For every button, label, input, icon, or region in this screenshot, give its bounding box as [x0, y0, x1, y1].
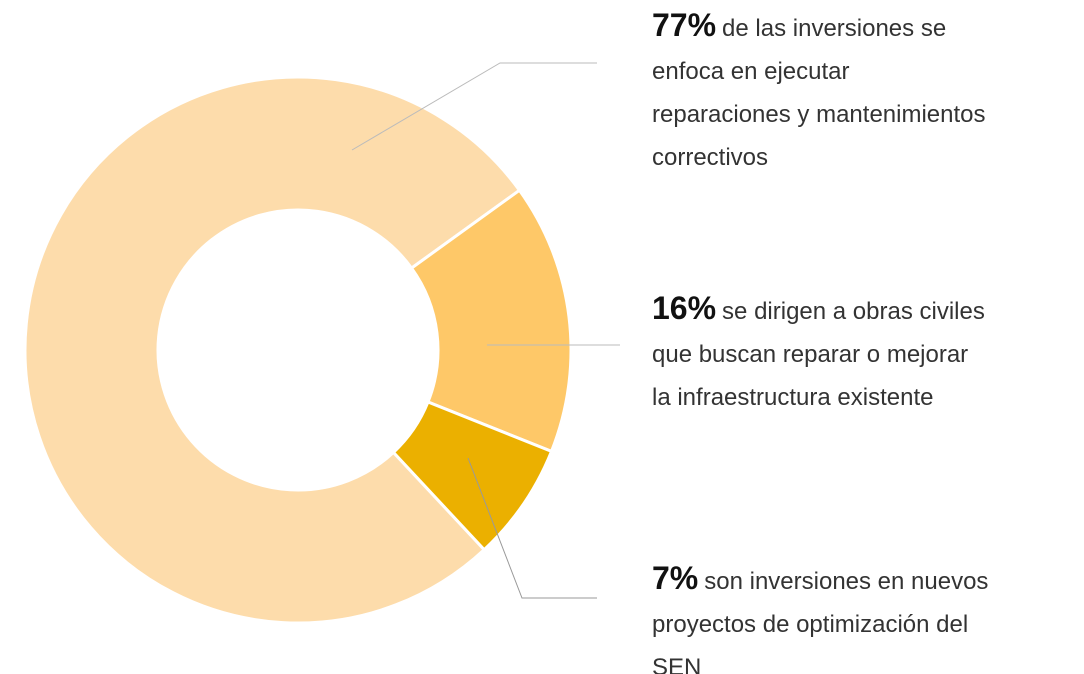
description: son inversiones en nuevos proyectos de o… — [652, 568, 989, 674]
value-label: 77% — [652, 7, 717, 43]
value-label: 7% — [652, 560, 699, 596]
donut-slice — [409, 188, 573, 454]
donut-slice — [23, 75, 522, 625]
annotation: 7% son inversiones en nuevos proyectos de… — [652, 557, 1082, 674]
value-label: 16% — [652, 290, 717, 326]
leader-line — [467, 457, 597, 599]
annotation: 16% se dirigen a obras civiles que buscan… — [652, 287, 1082, 419]
annotation: 77% de las inversiones se enfoca en ejecu… — [652, 4, 1082, 179]
description: de las inversiones se enfoca en ejecutar… — [652, 15, 986, 171]
donut-slice — [391, 400, 554, 552]
leader-line — [351, 62, 597, 151]
description: se dirigen a obras civiles que buscan re… — [652, 298, 985, 411]
